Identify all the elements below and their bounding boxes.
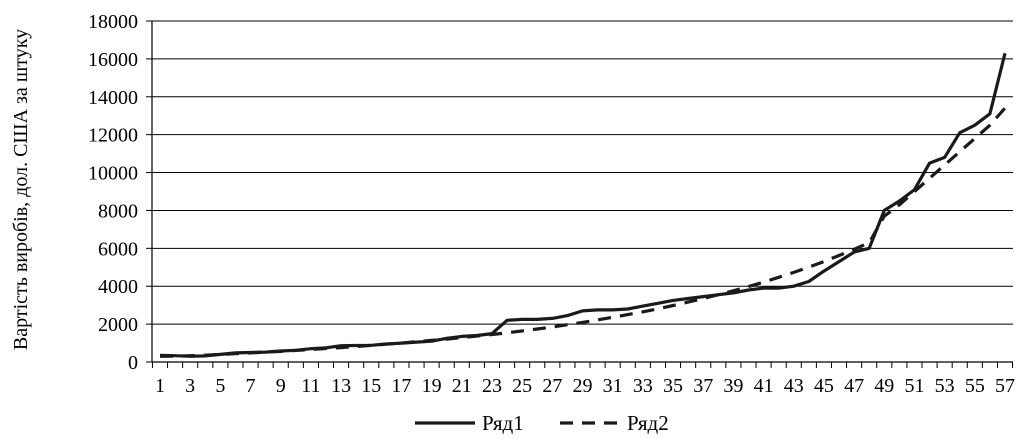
x-tick-label: 43 <box>784 375 804 397</box>
x-tick-label: 41 <box>754 375 774 397</box>
x-tick-label: 35 <box>663 375 683 397</box>
legend: Ряд1 Ряд2 <box>415 411 669 435</box>
x-tick-label: 55 <box>965 375 985 397</box>
x-tick-label: 23 <box>482 375 502 397</box>
y-tick-label: 10000 <box>88 163 138 185</box>
x-tick-label: 33 <box>633 375 653 397</box>
x-tick-label: 19 <box>422 375 442 397</box>
x-tick-label: 7 <box>246 375 256 397</box>
grid-layer <box>152 20 1013 325</box>
y-tick-label: 0 <box>128 352 138 374</box>
y-tick-label: 2000 <box>98 314 138 336</box>
x-tick-label: 47 <box>844 375 864 397</box>
legend-label-2: Ряд2 <box>627 411 669 435</box>
x-tick-label: 11 <box>301 375 320 397</box>
series-line-1 <box>159 52 1007 358</box>
label-layer: 0 2000 4000 6000 8000 10000 12000 14000 16000 180… <box>10 11 1015 397</box>
legend-label-1: Ряд1 <box>482 411 524 435</box>
y-tick-label: 18000 <box>88 11 138 33</box>
series-line-2 <box>159 107 1007 358</box>
x-tick-label: 45 <box>814 375 834 397</box>
x-tick-label: 15 <box>361 375 381 397</box>
x-tick-label: 31 <box>603 375 623 397</box>
x-tick-label: 5 <box>215 375 225 397</box>
x-tick-label: 17 <box>391 375 411 397</box>
y-tick-label: 16000 <box>88 49 138 71</box>
x-tick-label: 1 <box>155 375 165 397</box>
x-tick-label: 51 <box>904 375 924 397</box>
x-tick-label: 29 <box>573 375 593 397</box>
y-tick-label: 4000 <box>98 276 138 298</box>
x-tick-label: 49 <box>874 375 894 397</box>
series-layer <box>159 52 1007 358</box>
y-tick-label: 6000 <box>98 238 138 260</box>
x-tick-label: 3 <box>185 375 195 397</box>
x-tick-label: 39 <box>723 375 743 397</box>
x-tick-label: 9 <box>276 375 286 397</box>
y-tick-label: 12000 <box>88 125 138 147</box>
x-tick-label: 21 <box>452 375 472 397</box>
x-tick-label: 25 <box>512 375 532 397</box>
y-tick-label: 8000 <box>98 200 138 222</box>
x-tick-label: 57 <box>995 375 1015 397</box>
x-tick-label: 37 <box>693 375 713 397</box>
y-tick-label: 14000 <box>88 87 138 109</box>
y-axis-label: Вартість виробів, дол. США за штуку <box>10 29 32 350</box>
axis-layer <box>146 20 1014 368</box>
x-tick-label: 27 <box>542 375 562 397</box>
x-tick-label: 53 <box>935 375 955 397</box>
x-tick-label: 13 <box>331 375 351 397</box>
